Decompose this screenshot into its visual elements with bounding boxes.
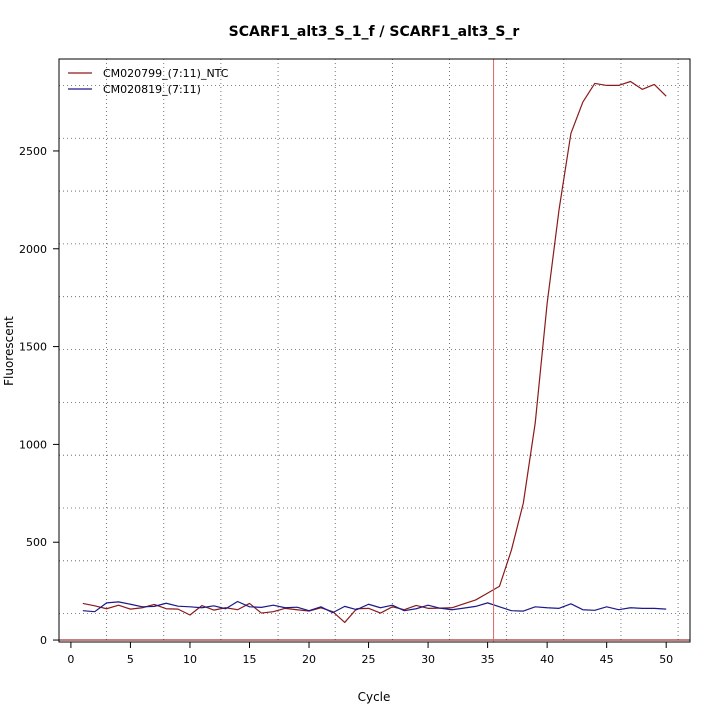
x-tick-label: 40 [540, 653, 554, 666]
legend: CM020799_(7:11)_NTC CM020819_(7:11) [68, 67, 229, 96]
x-tick-label: 0 [67, 653, 74, 666]
y-tick-label: 1000 [19, 438, 47, 451]
x-tick-label: 35 [481, 653, 495, 666]
x-tick-label: 20 [302, 653, 316, 666]
series-lines [59, 59, 690, 642]
x-tick-label: 50 [659, 653, 673, 666]
x-tick-label: 45 [600, 653, 614, 666]
series-line-1 [82, 600, 667, 614]
legend-label-ntc: CM020799_(7:11)_NTC [103, 67, 229, 80]
legend-label-sample: CM020819_(7:11) [103, 83, 201, 96]
x-axis-label: Cycle [358, 690, 391, 704]
y-axis-ticks: 0 500 1000 1500 2000 2500 [19, 145, 59, 647]
y-tick-label: 2000 [19, 243, 47, 256]
x-tick-label: 10 [183, 653, 197, 666]
plot-border [58, 58, 691, 643]
series-line-0 [82, 80, 667, 624]
x-tick-label: 30 [421, 653, 435, 666]
x-tick-label: 5 [127, 653, 134, 666]
x-axis-ticks: 0 5 10 15 20 25 30 35 40 45 50 [67, 642, 673, 666]
x-tick-label: 15 [242, 653, 256, 666]
y-tick-label: 0 [40, 634, 47, 647]
grid [59, 59, 690, 642]
y-tick-label: 1500 [19, 341, 47, 354]
y-tick-label: 500 [26, 536, 47, 549]
y-tick-label: 2500 [19, 145, 47, 158]
chart-title: SCARF1_alt3_S_1_f / SCARF1_alt3_S_r [229, 24, 520, 40]
x-tick-label: 25 [362, 653, 376, 666]
y-axis-label: Fluorescent [2, 316, 16, 386]
